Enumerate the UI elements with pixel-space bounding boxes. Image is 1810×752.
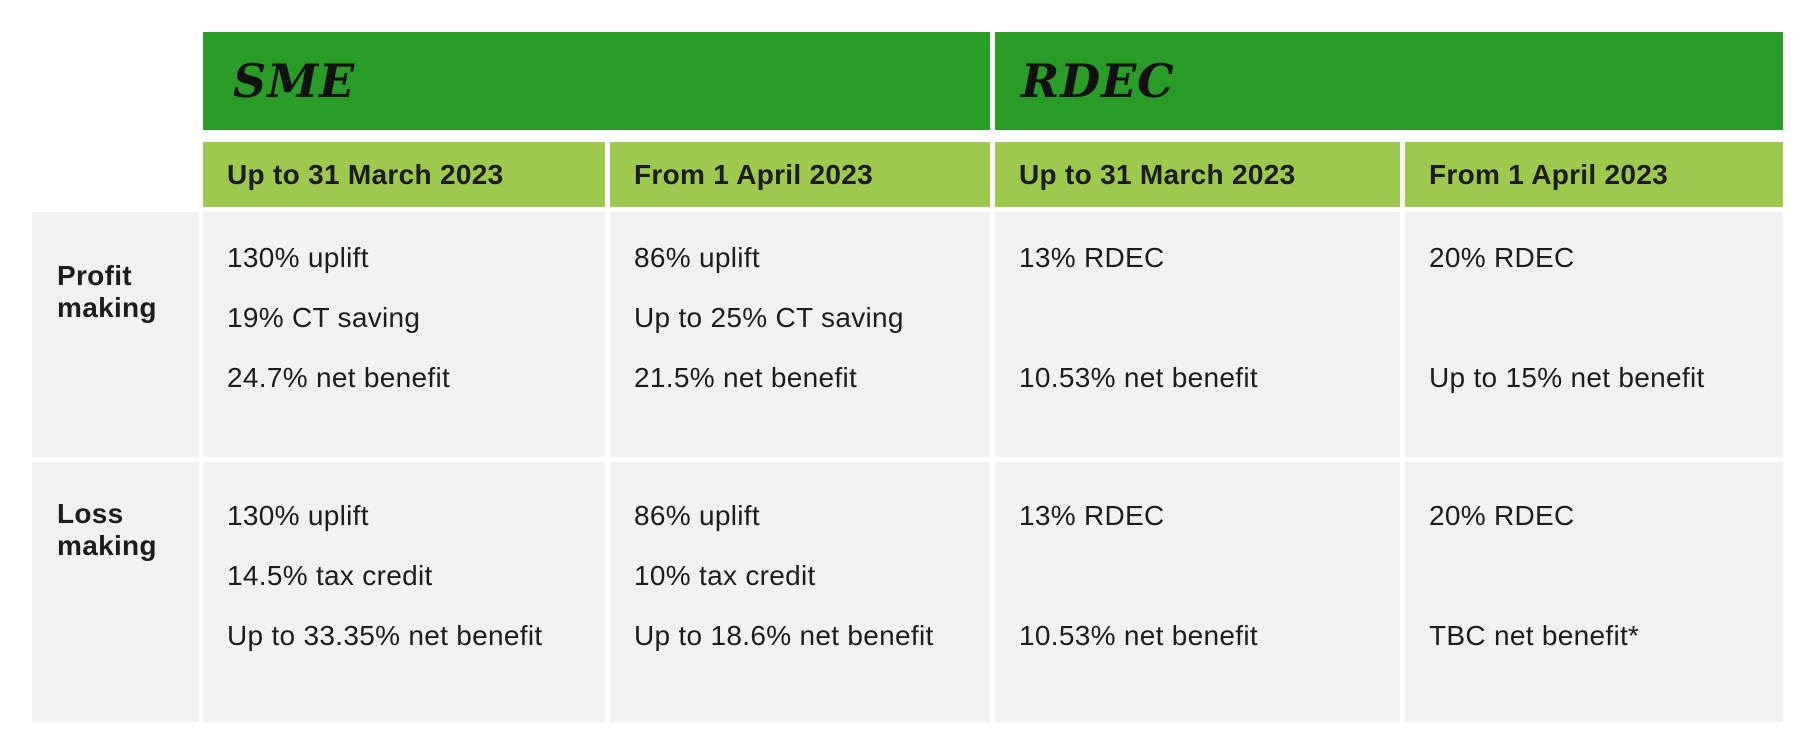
cell-loss-sme-post-april: 86% uplift 10% tax credit Up to 18.6% ne… [610,462,990,722]
period-header-label: Up to 31 March 2023 [227,158,504,190]
cell-line: 86% uplift [634,242,760,273]
period-header-sme-pre-april: Up to 31 March 2023 [203,142,605,207]
scheme-header-sme: SME [203,32,990,130]
cell-line: 86% uplift [634,500,760,531]
cell-line: 20% RDEC [1429,500,1575,531]
period-header-label: From 1 April 2023 [1429,158,1669,190]
cell-line: 10% tax credit [634,560,816,591]
cell-line: 24.7% net benefit [227,362,451,393]
cell-profit-rdec-pre-april: 13% RDEC 10.53% net benefit [995,212,1400,457]
row-label-line: Profit [57,260,132,291]
cell-line: 130% uplift [227,500,369,531]
cell-line: 14.5% tax credit [227,560,433,591]
rd-tax-relief-table: SME RDEC Up to 31 March 2023 From 1 Apri… [32,32,1783,722]
scheme-header-rdec-label: RDEC [1021,54,1175,108]
scheme-header-rdec: RDEC [995,32,1783,130]
period-header-rdec-post-april: From 1 April 2023 [1405,142,1783,207]
row-label-line: Loss [57,498,124,529]
cell-line: TBC net benefit* [1429,620,1640,651]
period-header-label: Up to 31 March 2023 [1019,158,1296,190]
cell-loss-rdec-post-april: 20% RDEC TBC net benefit* [1405,462,1783,722]
cell-line: 13% RDEC [1019,242,1165,273]
row-label-loss-making: Loss making [32,462,199,722]
cell-line: Up to 15% net benefit [1429,362,1705,393]
cell-line: 19% CT saving [227,302,421,333]
cell-profit-sme-pre-april: 130% uplift 19% CT saving 24.7% net bene… [203,212,605,457]
period-header-label: From 1 April 2023 [634,158,874,190]
row-label-line: making [57,530,157,561]
cell-profit-rdec-post-april: 20% RDEC Up to 15% net benefit [1405,212,1783,457]
cell-line [1019,546,1400,606]
cell-line: 130% uplift [227,242,369,273]
cell-line: Up to 25% CT saving [634,302,904,333]
cell-line: 10.53% net benefit [1019,620,1258,651]
cell-line: 20% RDEC [1429,242,1575,273]
cell-line: Up to 18.6% net benefit [634,620,934,651]
cell-line: 21.5% net benefit [634,362,858,393]
cell-line: Up to 33.35% net benefit [227,620,543,651]
cell-line: 10.53% net benefit [1019,362,1258,393]
cell-loss-sme-pre-april: 130% uplift 14.5% tax credit Up to 33.35… [203,462,605,722]
cell-line [1429,546,1783,606]
cell-line [1019,288,1400,348]
row-label-profit-making: Profit making [32,212,199,457]
cell-loss-rdec-pre-april: 13% RDEC 10.53% net benefit [995,462,1400,722]
cell-profit-sme-post-april: 86% uplift Up to 25% CT saving 21.5% net… [610,212,990,457]
scheme-header-sme-label: SME [233,54,356,108]
cell-line: 13% RDEC [1019,500,1165,531]
row-label-line: making [57,292,157,323]
cell-line [1429,288,1783,348]
period-header-sme-post-april: From 1 April 2023 [610,142,990,207]
period-header-rdec-pre-april: Up to 31 March 2023 [995,142,1400,207]
